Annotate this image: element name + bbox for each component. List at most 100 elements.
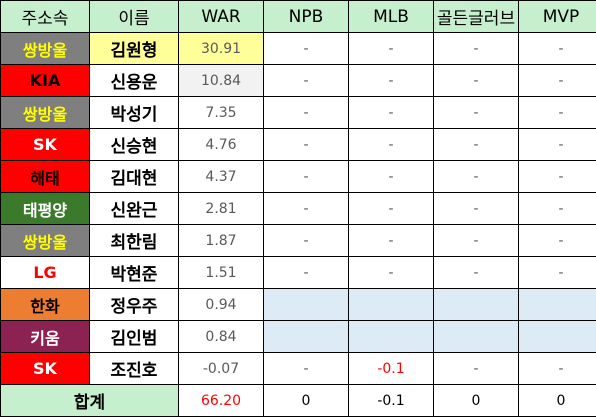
team-cell: LG: [1, 257, 90, 289]
team-cell: 해태: [1, 161, 90, 193]
player-name: 박성기: [90, 97, 179, 129]
total-mvp: 0: [519, 385, 596, 417]
mvp-cell: -: [519, 97, 596, 129]
npb-cell: -: [264, 97, 349, 129]
total-label: 합계: [1, 385, 179, 417]
team-cell: 쌍방울: [1, 97, 90, 129]
war-cell: 1.87: [179, 225, 264, 257]
war-cell: 2.81: [179, 193, 264, 225]
mlb-cell: [349, 321, 434, 353]
header-name: 이름: [90, 1, 179, 33]
team-cell: 쌍방울: [1, 33, 90, 65]
total-golden-glove: 0: [434, 385, 519, 417]
npb-cell: -: [264, 193, 349, 225]
npb-cell: -: [264, 129, 349, 161]
mvp-cell: [519, 289, 596, 321]
player-name: 신승현: [90, 129, 179, 161]
war-cell: -0.07: [179, 353, 264, 385]
player-name: 신완근: [90, 193, 179, 225]
mvp-cell: -: [519, 161, 596, 193]
mlb-cell: -: [349, 257, 434, 289]
player-name: 김인범: [90, 321, 179, 353]
golden-glove-cell: -: [434, 353, 519, 385]
golden-glove-cell: -: [434, 225, 519, 257]
mlb-cell: -: [349, 65, 434, 97]
total-mlb: -0.1: [349, 385, 434, 417]
player-name: 정우주: [90, 289, 179, 321]
player-name: 최한림: [90, 225, 179, 257]
war-cell: 0.94: [179, 289, 264, 321]
mlb-cell: -: [349, 225, 434, 257]
player-name: 조진호: [90, 353, 179, 385]
npb-cell: -: [264, 225, 349, 257]
player-name: 신용운: [90, 65, 179, 97]
mvp-cell: -: [519, 353, 596, 385]
mlb-cell: -: [349, 33, 434, 65]
header-mlb: MLB: [349, 1, 434, 33]
war-cell: 10.84: [179, 65, 264, 97]
golden-glove-cell: -: [434, 65, 519, 97]
team-cell: 쌍방울: [1, 225, 90, 257]
npb-cell: -: [264, 65, 349, 97]
mvp-cell: [519, 321, 596, 353]
header-npb: NPB: [264, 1, 349, 33]
golden-glove-cell: -: [434, 97, 519, 129]
header-war: WAR: [179, 1, 264, 33]
player-name: 박현준: [90, 257, 179, 289]
total-row: 합계 66.20 0 -0.1 0 0: [1, 385, 596, 417]
player-name: 김대현: [90, 161, 179, 193]
npb-cell: [264, 321, 349, 353]
team-cell: 태평양: [1, 193, 90, 225]
npb-cell: -: [264, 161, 349, 193]
golden-glove-cell: -: [434, 129, 519, 161]
npb-cell: -: [264, 353, 349, 385]
mvp-cell: -: [519, 257, 596, 289]
war-cell: 4.76: [179, 129, 264, 161]
player-name: 김원형: [90, 33, 179, 65]
mvp-cell: -: [519, 225, 596, 257]
mlb-cell: -: [349, 129, 434, 161]
header-mvp: MVP: [519, 1, 596, 33]
team-cell: 한화: [1, 289, 90, 321]
golden-glove-cell: [434, 289, 519, 321]
war-cell: 1.51: [179, 257, 264, 289]
header-team: 주소속: [1, 1, 90, 33]
total-npb: 0: [264, 385, 349, 417]
golden-glove-cell: -: [434, 257, 519, 289]
team-cell: 키움: [1, 321, 90, 353]
mlb-cell: -: [349, 97, 434, 129]
mlb-cell: -0.1: [349, 353, 434, 385]
war-cell: 0.84: [179, 321, 264, 353]
golden-glove-cell: -: [434, 161, 519, 193]
mvp-cell: -: [519, 193, 596, 225]
header-row: 주소속 이름 WAR NPB MLB 골든글러브 MVP: [1, 1, 596, 33]
header-golden-glove: 골든글러브: [434, 1, 519, 33]
golden-glove-cell: [434, 321, 519, 353]
war-cell: 4.37: [179, 161, 264, 193]
npb-cell: [264, 289, 349, 321]
mvp-cell: -: [519, 129, 596, 161]
mvp-cell: -: [519, 33, 596, 65]
mlb-cell: [349, 289, 434, 321]
mlb-cell: -: [349, 161, 434, 193]
golden-glove-cell: -: [434, 193, 519, 225]
npb-cell: -: [264, 33, 349, 65]
team-cell: SK: [1, 129, 90, 161]
team-cell: SK: [1, 353, 90, 385]
mlb-cell: -: [349, 193, 434, 225]
team-cell: KIA: [1, 65, 90, 97]
war-cell: 30.91: [179, 33, 264, 65]
total-war: 66.20: [179, 385, 264, 417]
npb-cell: -: [264, 257, 349, 289]
